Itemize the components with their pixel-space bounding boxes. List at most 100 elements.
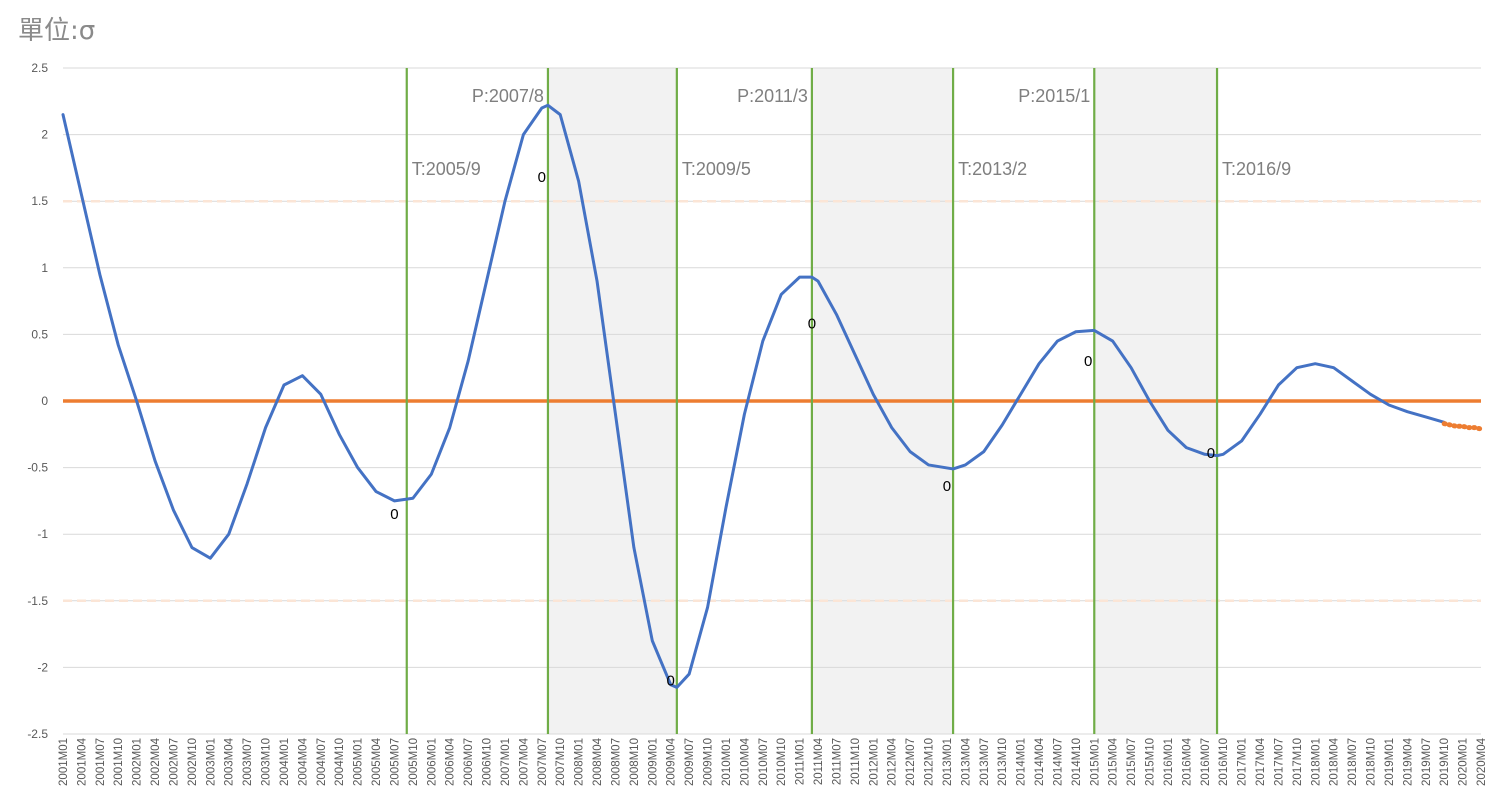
x-tick-label: 2013M01 xyxy=(942,738,954,786)
x-tick-label: 2008M01 xyxy=(574,738,586,786)
x-tick-label: 2001M04 xyxy=(76,737,88,786)
x-tick-label: 2018M01 xyxy=(1310,738,1322,786)
x-tick-label: 2017M10 xyxy=(1292,738,1304,786)
x-tick-label: 2018M07 xyxy=(1347,738,1359,786)
x-tick-label: 2011M07 xyxy=(831,738,843,785)
trough-label: T:2009/5 xyxy=(682,159,751,179)
series-line xyxy=(1441,421,1484,432)
x-tick-label: 2003M04 xyxy=(224,737,236,786)
y-tick-label: 0.5 xyxy=(31,327,48,341)
x-tick-label: 2013M07 xyxy=(979,738,991,786)
x-tick-label: 2012M04 xyxy=(887,737,899,786)
x-tick-label: 2007M10 xyxy=(555,738,567,786)
x-tick-label: 2006M07 xyxy=(463,738,475,786)
x-tick-label: 2011M04 xyxy=(813,737,825,785)
data-label: 0 xyxy=(390,506,398,523)
x-tick-label: 2002M10 xyxy=(187,738,199,786)
series-line xyxy=(61,103,1446,689)
x-tick-label: 2017M01 xyxy=(1237,738,1249,786)
x-tick-label: 2012M10 xyxy=(924,738,936,786)
x-tick-label: 2009M07 xyxy=(684,738,696,786)
y-tick-label: -0.5 xyxy=(27,461,48,475)
y-tick-label: -2.5 xyxy=(27,727,48,741)
y-tick-label: -1.5 xyxy=(27,594,48,608)
x-tick-label: 2008M04 xyxy=(592,737,604,786)
unit-label: 單位:σ xyxy=(18,16,96,46)
y-tick-label: 2.5 xyxy=(31,61,48,75)
x-tick-label: 2006M10 xyxy=(482,738,494,786)
x-tick-label: 2019M07 xyxy=(1421,738,1433,786)
x-tick-label: 2010M04 xyxy=(739,737,751,786)
x-tick-label: 2018M04 xyxy=(1329,737,1341,786)
x-tick-label: 2012M07 xyxy=(905,738,917,786)
x-tick-label: 2004M01 xyxy=(279,738,291,786)
data-label: 0 xyxy=(943,478,951,495)
x-tick-label: 2016M04 xyxy=(1181,737,1193,786)
x-tick-label: 2009M10 xyxy=(703,738,715,786)
x-tick-label: 2015M04 xyxy=(1108,737,1120,786)
peak-label: P:2007/8 xyxy=(472,86,544,106)
x-tick-label: 2012M01 xyxy=(868,738,880,786)
x-tick-label: 2001M07 xyxy=(95,738,107,786)
x-tick-label: 2005M10 xyxy=(408,738,420,786)
x-tick-label: 2009M04 xyxy=(666,737,678,786)
x-tick-label: 2002M01 xyxy=(132,738,144,786)
x-tick-label: 2013M10 xyxy=(997,738,1009,786)
x-tick-label: 2020M01 xyxy=(1458,738,1470,786)
x-tick-label: 2019M04 xyxy=(1402,737,1414,786)
x-tick-label: 2020M04 xyxy=(1476,737,1488,786)
y-tick-label: 0 xyxy=(41,394,48,408)
x-tick-label: 2017M04 xyxy=(1255,737,1267,786)
x-tick-label: 2019M10 xyxy=(1439,738,1451,786)
x-tick-label: 2002M04 xyxy=(150,737,162,786)
x-tick-label: 2009M01 xyxy=(647,738,659,786)
trough-label: T:2013/2 xyxy=(958,159,1027,179)
x-tick-label: 2013M04 xyxy=(960,737,972,786)
x-tick-label: 2007M07 xyxy=(537,738,549,786)
x-tick-label: 2006M04 xyxy=(445,737,457,786)
data-label: 0 xyxy=(538,169,546,186)
x-tick-label: 2010M10 xyxy=(776,738,788,786)
x-tick-label: 2014M04 xyxy=(1034,737,1046,786)
x-tick-label: 2017M07 xyxy=(1273,738,1285,786)
x-tick-label: 2004M04 xyxy=(297,737,309,786)
x-tick-label: 2015M01 xyxy=(1089,738,1101,786)
y-tick-label: 1 xyxy=(41,261,48,275)
x-tick-label: 2019M01 xyxy=(1384,738,1396,786)
x-tick-label: 2016M07 xyxy=(1200,738,1212,786)
x-tick-label: 2006M01 xyxy=(426,738,438,786)
trough-label: T:2005/9 xyxy=(412,159,481,179)
data-label: 0 xyxy=(808,316,816,333)
x-tick-label: 2005M04 xyxy=(371,737,383,786)
x-tick-label: 2011M01 xyxy=(795,738,807,785)
x-tick-label: 2008M10 xyxy=(629,738,641,786)
x-tick-label: 2015M07 xyxy=(1126,738,1138,786)
x-tick-label: 2005M01 xyxy=(353,738,365,786)
x-tick-label: 2003M07 xyxy=(242,738,254,786)
data-label: 0 xyxy=(1207,445,1215,462)
x-tick-label: 2001M01 xyxy=(58,738,70,786)
x-tick-label: 2004M07 xyxy=(316,738,328,786)
x-tick-label: 2003M10 xyxy=(261,738,273,786)
x-tick-label: 2003M01 xyxy=(205,738,217,786)
y-tick-label: 2 xyxy=(41,128,48,142)
x-tick-label: 2004M10 xyxy=(334,738,346,786)
x-tick-label: 2010M07 xyxy=(758,738,770,786)
x-tick-label: 2008M07 xyxy=(610,738,622,786)
peak-label: P:2015/1 xyxy=(1018,86,1090,106)
y-tick-label: 1.5 xyxy=(31,194,48,208)
x-tick-label: 2016M01 xyxy=(1163,738,1175,786)
peak-label: P:2011/3 xyxy=(737,86,808,106)
data-label: 0 xyxy=(1084,353,1092,370)
y-tick-label: -2 xyxy=(37,660,48,674)
x-tick-label: 2014M01 xyxy=(1016,738,1028,786)
x-tick-label: 2015M10 xyxy=(1145,738,1157,786)
trough-label: T:2016/9 xyxy=(1222,159,1291,179)
x-tick-label: 2014M10 xyxy=(1071,738,1083,786)
x-tick-label: 2016M10 xyxy=(1218,738,1230,786)
x-tick-label: 2014M07 xyxy=(1052,738,1064,786)
x-tick-label: 2002M07 xyxy=(168,738,180,786)
x-tick-label: 2005M07 xyxy=(389,738,401,786)
